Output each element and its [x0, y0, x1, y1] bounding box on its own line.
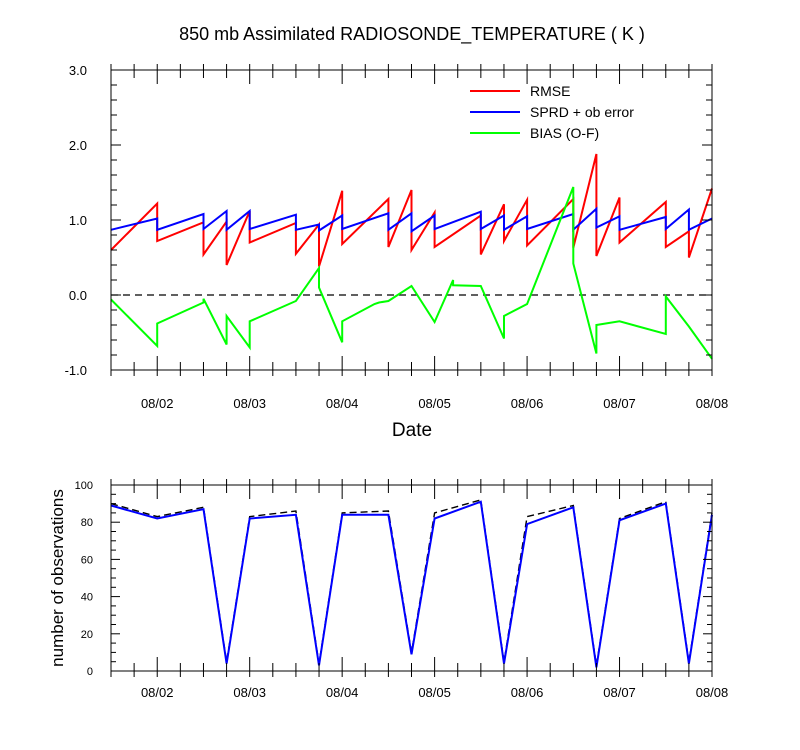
- bottom-y-tick-label: 20: [81, 629, 93, 641]
- bias-rmse-panel: 850 mb Assimilated RADIOSONDE_TEMPERATUR…: [65, 24, 729, 441]
- top-y-tick-label: 2.0: [69, 138, 87, 153]
- chart-title: 850 mb Assimilated RADIOSONDE_TEMPERATUR…: [179, 24, 645, 45]
- top-x-tick-label: 08/02: [141, 396, 174, 411]
- top-x-axis-label: Date: [392, 420, 432, 441]
- top-x-tick-label: 08/07: [603, 396, 636, 411]
- bottom-y-axis-label: number of observations: [48, 489, 67, 667]
- bottom-y-tick-label: 100: [75, 480, 93, 492]
- top-y-tick-label: 0.0: [69, 288, 87, 303]
- legend: RMSE SPRD + ob error BIAS (O-F): [470, 83, 634, 141]
- top-x-tick-label: 08/06: [511, 396, 544, 411]
- series-line-observations-assimilated: [110, 500, 713, 668]
- legend-label: SPRD + ob error: [530, 104, 634, 120]
- top-x-tick-label: 08/04: [326, 396, 359, 411]
- bottom-y-tick-label: 0: [87, 666, 93, 678]
- bottom-x-tick-label: 08/07: [603, 685, 636, 700]
- top-x-tick-label: 08/03: [233, 396, 266, 411]
- bottom-x-tick-label: 08/06: [511, 685, 544, 700]
- legend-label: RMSE: [530, 83, 570, 99]
- top-x-tick-label: 08/05: [418, 396, 451, 411]
- bottom-y-tick-label: 80: [81, 517, 93, 529]
- series-line-sprd-ob-error: [110, 206, 713, 234]
- observations-panel: 08/02 08/03 08/04 08/05 08/06 08/07 08/08 0 20 40…: [48, 479, 728, 700]
- series-line-bias-o-f: [110, 186, 713, 360]
- bottom-x-tick-label: 08/02: [141, 685, 174, 700]
- bottom-x-tick-label: 08/04: [326, 685, 359, 700]
- series-line-rmse: [110, 153, 713, 267]
- series-line-observations-possible: [110, 499, 713, 666]
- top-y-tick-label: 3.0: [69, 63, 87, 78]
- top-x-tick-label: 08/08: [696, 396, 729, 411]
- legend-label: BIAS (O-F): [530, 125, 599, 141]
- bottom-y-tick-label: 40: [81, 592, 93, 604]
- bottom-x-tick-label: 08/08: [696, 685, 729, 700]
- bottom-x-tick-label: 08/05: [418, 685, 451, 700]
- bottom-y-tick-label: 60: [81, 554, 93, 566]
- top-y-tick-label: 1.0: [69, 213, 87, 228]
- bottom-x-tick-label: 08/03: [233, 685, 266, 700]
- top-y-tick-label: -1.0: [65, 363, 87, 378]
- bottom-plot-frame: [110, 484, 713, 672]
